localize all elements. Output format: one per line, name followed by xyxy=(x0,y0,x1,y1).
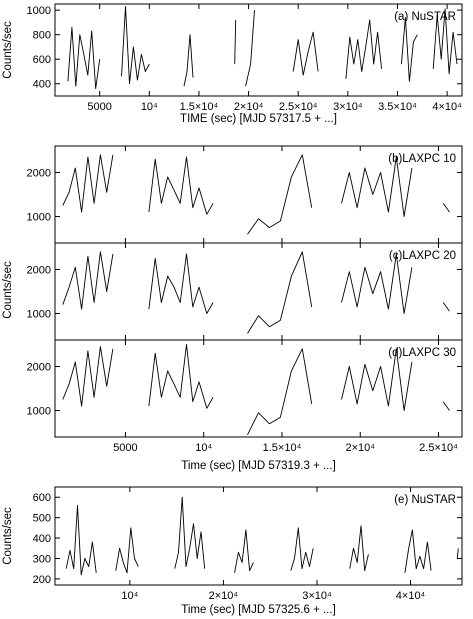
panel-a-frame xyxy=(54,3,463,97)
panel-e: 10⁴ 2×10⁴ 3×10⁴ 4×10⁴ 200 300 400 500 600 (e) NuS… xyxy=(2,486,463,616)
panel-a-xtick-label: 2×10⁴ xyxy=(234,101,264,113)
panel-b-label: (b)LAXPC 10 xyxy=(388,153,456,165)
panel-a-segment-6 xyxy=(292,31,319,76)
panel-a-xtick-label: 10⁴ xyxy=(141,101,158,113)
panel-b-ytick-label: 1000 xyxy=(27,212,51,224)
panel-b-segment-5 xyxy=(442,203,450,213)
panel-e-frame xyxy=(54,486,463,586)
panel-e-xtick-label: 4×10⁴ xyxy=(396,590,426,602)
panel-b-segment-2 xyxy=(148,156,214,215)
panel-c-segment-5 xyxy=(442,302,450,312)
panel-b-segment-4 xyxy=(341,156,413,217)
panel-e-ylabel: Counts/sec xyxy=(2,507,14,565)
panel-d-xtick-label: 10⁴ xyxy=(195,442,212,454)
panel-a-segment-3 xyxy=(183,34,194,87)
panel-b-segment-3 xyxy=(247,154,313,235)
panel-a-label: (a) NuSTAR xyxy=(394,11,456,23)
panel-d-ytick-label: 1000 xyxy=(27,406,51,418)
panel-a-xtick-label: 1.5×10⁴ xyxy=(180,101,219,113)
panel-c-ytick-label: 2000 xyxy=(27,264,51,276)
panel-e-segment-2 xyxy=(115,527,139,574)
panel-e-segment-5 xyxy=(290,527,314,571)
panel-e-segment-1 xyxy=(65,504,97,576)
panel-e-label: (e) NuSTAR xyxy=(394,494,456,506)
panel-e-ytick-label: 600 xyxy=(33,492,51,504)
panel-a-segment-4 xyxy=(234,19,237,65)
panel-a-ytick-label: 1000 xyxy=(27,5,51,17)
panel-a: 5000 10⁴ 1.5×10⁴ 2×10⁴ 2.5×10⁴ 3×10⁴ 3.5×10⁴ 4×… xyxy=(2,3,463,125)
panel-e-segment-6 xyxy=(349,525,369,572)
panel-e-ytick-label: 200 xyxy=(33,574,51,586)
panel-d-xtick-label: 1.5×10⁴ xyxy=(263,442,302,454)
panel-e-xtick-label: 10⁴ xyxy=(121,590,138,602)
panel-a-segment-5 xyxy=(245,10,255,87)
panel-d-frame xyxy=(54,339,463,438)
panel-a-ytick-label: 600 xyxy=(33,54,51,66)
panel-a-xtick-label: 4×10⁴ xyxy=(432,101,462,113)
panel-a-xtick-label: 3.5×10⁴ xyxy=(378,101,417,113)
panel-c-segment-4 xyxy=(341,253,413,314)
panel-e-xlabel: Time (sec) [MJD 57325.6 + ...] xyxy=(181,604,336,616)
panel-a-segment-9 xyxy=(432,8,458,75)
panel-c-segment-3 xyxy=(247,251,313,334)
panel-d-segment-2 xyxy=(148,343,214,409)
panel-a-segment-1 xyxy=(67,26,101,90)
panel-a-segment-8 xyxy=(400,17,418,82)
panel-e-segment-7 xyxy=(404,529,432,573)
panel-c: 1000 2000 (c)LAXPC 20 Counts/sec xyxy=(2,242,463,341)
panel-d-ytick-label: 2000 xyxy=(27,361,51,373)
panel-e-xtick-label: 2×10⁴ xyxy=(209,590,239,602)
panel-a-ytick-label: 400 xyxy=(33,79,51,91)
panel-a-xlabel: TIME (sec) [MJD 57317.5 + ...] xyxy=(180,113,337,125)
panel-a-ytick-label: 800 xyxy=(33,30,51,42)
panel-e-segment-4 xyxy=(234,529,254,573)
panel-a-segment-2 xyxy=(121,6,150,85)
panel-e-ytick-label: 500 xyxy=(33,513,51,525)
panel-a-xtick-label: 2.5×10⁴ xyxy=(279,101,318,113)
panel-d-xtick-label: 5000 xyxy=(113,442,137,454)
panel-a-xtick-label: 3×10⁴ xyxy=(333,101,363,113)
panel-a-xtick-label: 5000 xyxy=(87,101,111,113)
panel-e-segment-3 xyxy=(174,496,206,569)
panel-c-segment-1 xyxy=(62,251,114,310)
panel-d-segment-1 xyxy=(62,346,114,407)
panel-a-ylabel: Counts/sec xyxy=(2,21,14,79)
panel-d-xtick-label: 2×10⁴ xyxy=(345,442,375,454)
panel-a-segment-7 xyxy=(345,19,383,79)
panel-c-segment-2 xyxy=(148,253,214,314)
panel-c-label: (c)LAXPC 20 xyxy=(389,250,456,262)
panel-c-ytick-label: 1000 xyxy=(27,309,51,321)
panel-e-ytick-label: 300 xyxy=(33,553,51,565)
panel-e-segment-8 xyxy=(456,548,459,559)
panel-d-segment-3 xyxy=(247,348,313,436)
panel-d-xlabel: Time (sec) [MJD 57319.3 + ...] xyxy=(181,460,336,472)
panel-d-segment-4 xyxy=(341,348,413,411)
panel-c-ylabel: Counts/sec xyxy=(2,261,14,319)
panel-d-label: (d)LAXPC 30 xyxy=(388,347,456,359)
panel-d-xtick-label: 2.5×10⁴ xyxy=(419,442,458,454)
panel-e-ytick-label: 400 xyxy=(33,533,51,545)
panel-b-segment-1 xyxy=(62,154,114,213)
panel-e-xtick-label: 3×10⁴ xyxy=(302,590,332,602)
panel-b-ytick-label: 2000 xyxy=(27,167,51,179)
panel-b: 1000 2000 (b)LAXPC 10 xyxy=(27,145,463,244)
panel-d: 5000 10⁴ 1.5×10⁴ 2×10⁴ 2.5×10⁴ 1000 2000 (d)LAX… xyxy=(27,339,463,472)
panel-d-segment-5 xyxy=(442,401,450,411)
